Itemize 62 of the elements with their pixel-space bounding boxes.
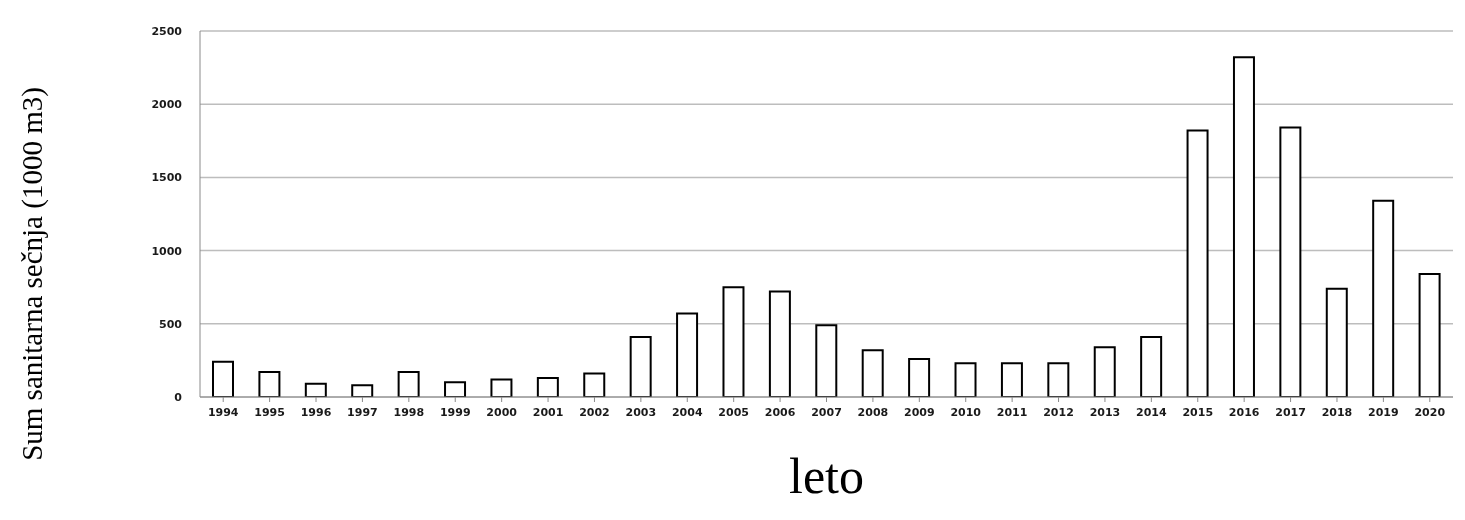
x-tick-label: 2004 [671, 405, 703, 419]
x-tick-label: 2008 [857, 405, 889, 419]
x-tick-label: 2010 [950, 405, 982, 419]
bar [1279, 126, 1302, 397]
bar [351, 384, 374, 397]
x-tick-label: 2005 [718, 405, 749, 419]
y-tick-label: 2500 [151, 24, 183, 38]
y-tick-label: 0 [174, 390, 183, 404]
bar [397, 371, 420, 397]
bar [1232, 56, 1255, 397]
bar [908, 357, 931, 397]
x-tick-label: 2009 [904, 405, 935, 419]
bar [954, 362, 977, 397]
bar [1093, 346, 1116, 397]
bar [304, 382, 327, 397]
x-tick-label: 2013 [1089, 405, 1121, 419]
x-tick-label: 2020 [1414, 405, 1446, 419]
x-tick-label: 1994 [207, 405, 239, 419]
x-axis-title: leto [789, 448, 864, 504]
bar [583, 372, 606, 397]
bar [1000, 362, 1023, 397]
bar [444, 381, 467, 397]
bar [536, 376, 559, 397]
x-tick-label: 2014 [1136, 405, 1167, 419]
bar [1186, 129, 1209, 397]
bar [258, 371, 281, 397]
bar [490, 378, 513, 397]
x-tick-label: 2019 [1368, 405, 1399, 419]
bar [1047, 362, 1070, 397]
bar [1418, 273, 1441, 397]
bar [1372, 199, 1395, 397]
x-tick-label: 2016 [1228, 405, 1260, 419]
y-axis-title: Sum sanitarna sečnja (1000 m3) [16, 87, 49, 461]
x-tick-label: 2012 [1043, 405, 1074, 419]
x-tick-label: 1996 [300, 405, 332, 419]
y-tick-label: 1500 [151, 171, 183, 185]
x-tick-label: 2007 [811, 405, 842, 419]
x-tick-label: 2011 [996, 405, 1028, 419]
bar [1325, 287, 1348, 397]
x-tick-label: 2001 [532, 405, 564, 419]
bar [722, 286, 745, 397]
x-tick-label: 2000 [486, 405, 518, 419]
x-tick-label: 2017 [1275, 405, 1306, 419]
x-tick-label: 2006 [764, 405, 796, 419]
y-tick-label: 500 [159, 317, 183, 331]
y-tick-label: 1000 [151, 244, 183, 258]
x-tick-label: 1998 [393, 405, 425, 419]
bar [815, 324, 838, 397]
x-tick-label: 2003 [625, 405, 657, 419]
x-tick-label: 1995 [254, 405, 285, 419]
bar [212, 360, 234, 397]
x-tick-label: 1997 [347, 405, 378, 419]
bar [676, 312, 699, 397]
x-tick-label: 2018 [1321, 405, 1353, 419]
bar [861, 349, 884, 397]
bar [629, 335, 652, 397]
bar [1140, 335, 1163, 397]
x-tick-label: 2002 [579, 405, 610, 419]
x-tick-label: 2015 [1182, 405, 1214, 419]
bar [768, 290, 791, 397]
x-tick-label: 1999 [439, 405, 471, 419]
y-tick-label: 2000 [151, 98, 183, 112]
